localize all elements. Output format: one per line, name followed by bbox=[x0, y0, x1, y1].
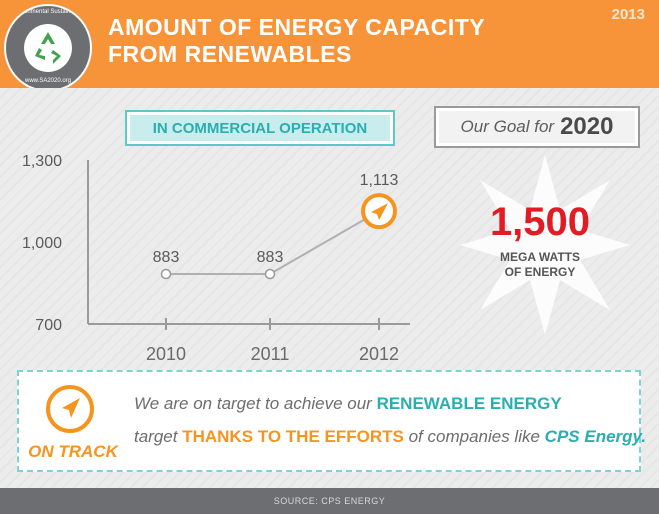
status-text-2d: CPS Energy. bbox=[544, 427, 647, 446]
source-footer: SOURCE: CPS ENERGY bbox=[0, 488, 659, 514]
on-track-label: ON TRACK bbox=[28, 442, 118, 461]
goal-box: Our Goal for 2020 bbox=[434, 106, 640, 148]
title-line-2: FROM RENEWABLES bbox=[108, 41, 352, 67]
data-label: 1,113 bbox=[360, 172, 399, 189]
data-point bbox=[160, 268, 172, 280]
goal-unit-line-1: MEGA WATTS bbox=[500, 250, 580, 264]
status-text-2a: target bbox=[134, 427, 178, 446]
compass-arrow-icon bbox=[46, 385, 94, 433]
logo-text-top: Environmental Sustainability bbox=[10, 9, 86, 15]
status-line-2: target THANKS TO THE EFFORTS of companie… bbox=[134, 427, 646, 447]
status-text-1a: We are on target to achieve our bbox=[134, 394, 372, 413]
arrow-icon bbox=[371, 203, 388, 221]
recycle-icon bbox=[24, 24, 72, 72]
x-tick-label: 2010 bbox=[146, 344, 186, 364]
data-label: 883 bbox=[153, 249, 180, 266]
y-tick-label: 1,300 bbox=[22, 153, 62, 170]
page-title: AMOUNT OF ENERGY CAPACITY FROM RENEWABLE… bbox=[108, 14, 548, 68]
goal-label: Our Goal for bbox=[460, 117, 555, 136]
x-tick-label: 2011 bbox=[251, 344, 290, 364]
category-label: IN COMMERCIAL OPERATION bbox=[130, 115, 390, 141]
data-point bbox=[264, 268, 276, 280]
chart-labels: 700 1,000 1,300 2010 2011 2012 883 883 1,113 bbox=[22, 153, 399, 364]
status-text-1b: RENEWABLE ENERGY bbox=[376, 394, 562, 413]
status-text-2c: of companies like bbox=[408, 427, 540, 446]
y-tick-label: 700 bbox=[35, 317, 62, 334]
status-text-2b: THANKS TO THE EFFORTS bbox=[182, 427, 404, 446]
status-line-1: We are on target to achieve our RENEWABL… bbox=[134, 394, 634, 414]
goal-year: 2020 bbox=[560, 113, 614, 140]
status-box bbox=[17, 370, 641, 472]
x-tick-label: 2012 bbox=[359, 344, 399, 364]
header-banner: Environmental Sustainability www.SA2020.… bbox=[0, 0, 659, 92]
goal-unit-line-2: OF ENERGY bbox=[504, 265, 576, 279]
starburst-icon bbox=[460, 155, 630, 335]
data-label: 883 bbox=[257, 249, 284, 266]
line-chart: 700 1,000 1,300 2010 2011 2012 883 883 1,113 bbox=[22, 153, 410, 364]
chart-axes bbox=[87, 160, 410, 330]
sa2020-logo: Environmental Sustainability www.SA2020.… bbox=[4, 4, 92, 92]
y-tick-label: 1,000 bbox=[22, 235, 62, 252]
goal-value: 1,500 bbox=[489, 200, 591, 244]
goal-inner: Our Goal for 2020 bbox=[439, 111, 635, 143]
category-box: IN COMMERCIAL OPERATION bbox=[125, 110, 395, 146]
year-label: 2013 bbox=[611, 6, 645, 23]
goal-unit: MEGA WATTS OF ENERGY bbox=[470, 250, 610, 280]
logo-text-bottom: www.SA2020.org bbox=[24, 78, 72, 84]
title-line-1: AMOUNT OF ENERGY CAPACITY bbox=[108, 14, 486, 40]
chart-series bbox=[160, 193, 397, 280]
